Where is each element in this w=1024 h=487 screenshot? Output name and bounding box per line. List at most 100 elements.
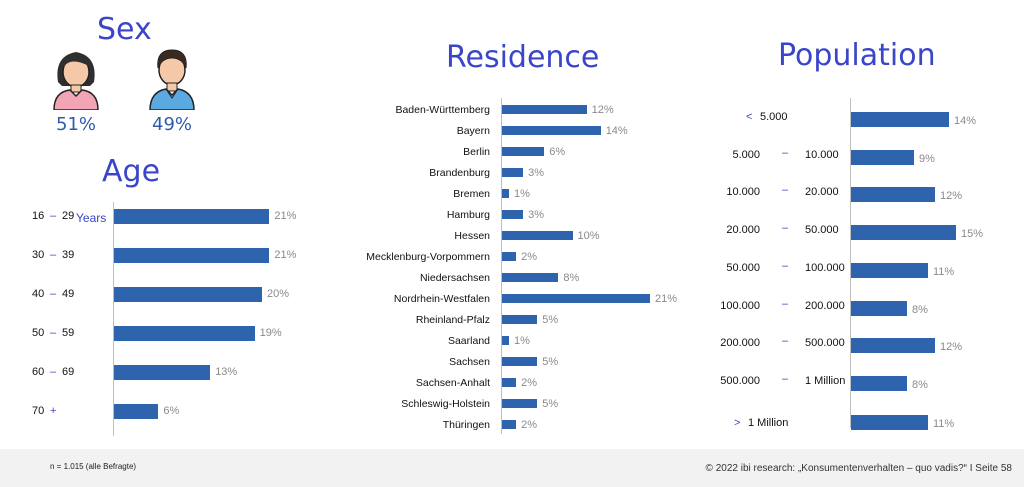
residence-bar	[502, 252, 517, 261]
residence-label: Sachsen-Anhalt	[415, 377, 490, 389]
population-label-start: 5.000	[732, 148, 760, 161]
population-label-greater: >	[734, 416, 741, 429]
age-bar	[114, 404, 159, 419]
residence-label: Rheinland-Pfalz	[415, 314, 490, 326]
residence-value-label: 10%	[577, 230, 600, 242]
population-label-start: 10.000	[726, 186, 760, 199]
residence-label: Berlin	[463, 146, 490, 158]
residence-value-label: 1%	[514, 335, 530, 347]
population-label-start: 500.000	[720, 374, 760, 387]
population-label-separator: –	[782, 297, 789, 310]
residence-label: Hamburg	[446, 209, 490, 221]
residence-bar	[502, 189, 510, 198]
population-value-label: 8%	[912, 378, 928, 391]
residence-label: Bayern	[456, 125, 490, 137]
age-bar	[114, 248, 270, 263]
population-bar	[851, 338, 935, 354]
population-label-end: 500.000	[805, 337, 845, 350]
residence-label: Schleswig-Holstein	[401, 398, 490, 410]
age-label-end: +	[50, 405, 57, 417]
age-label-end: 69	[62, 366, 75, 378]
residence-bar	[502, 105, 587, 114]
age-axis	[113, 202, 114, 436]
residence-value-label: 12%	[591, 104, 614, 116]
population-bar	[851, 262, 928, 278]
population-title: Population	[778, 38, 936, 73]
population-label-end: 100.000	[805, 261, 845, 274]
residence-bar	[502, 315, 538, 324]
residence-value-label: 8%	[563, 272, 580, 284]
residence-value-label: 6%	[549, 146, 566, 158]
age-label-start: 16	[32, 210, 45, 222]
age-label-end: 39	[62, 249, 75, 261]
residence-label: Brandenburg	[429, 167, 490, 179]
population-value-label: 15%	[961, 228, 984, 241]
population-bar	[851, 375, 907, 391]
population-bar	[851, 187, 935, 203]
residence-value-label: 1%	[514, 188, 530, 200]
residence-value-label: 2%	[521, 377, 537, 389]
population-label-end: 1 Million	[805, 374, 846, 387]
age-label-separator: –	[50, 249, 57, 261]
age-label-start: 40	[32, 288, 45, 300]
population-label-start: 20.000	[726, 224, 760, 237]
age-bar	[114, 365, 211, 380]
population-label-end: 200.000	[805, 299, 845, 312]
female-percentage: 51%	[56, 114, 97, 135]
age-years-label: Years	[76, 211, 107, 225]
population-value-label: 11%	[933, 417, 955, 430]
residence-bar	[502, 378, 517, 387]
population-value-label: 12%	[940, 190, 963, 203]
residence-title: Residence	[446, 40, 600, 75]
residence-label: Hessen	[454, 230, 490, 242]
population-bar	[851, 300, 907, 316]
population-label-end: 1 Million	[748, 416, 789, 429]
female-avatar-icon	[53, 52, 99, 110]
population-bar	[851, 414, 928, 430]
age-label-start: 60	[32, 366, 45, 378]
age-label-start: 70	[32, 405, 45, 417]
population-bar	[851, 112, 949, 127]
residence-bar	[502, 273, 559, 282]
residence-bar	[502, 210, 524, 219]
population-label-separator: –	[782, 259, 789, 272]
residence-label: Mecklenburg-Vorpommern	[366, 251, 490, 263]
population-value-label: 9%	[919, 152, 935, 165]
age-label-end: 29	[62, 210, 75, 222]
age-label-separator: –	[50, 327, 57, 339]
residence-value-label: 2%	[521, 251, 537, 263]
age-value-label: 6%	[163, 405, 180, 417]
age-label-start: 50	[32, 327, 45, 339]
male-avatar-icon	[149, 49, 195, 110]
population-label-end: 50.000	[805, 224, 839, 237]
footer-bar: n = 1.015 (alle Befragte) © 2022 ibi res…	[0, 449, 1024, 487]
sample-size-note: n = 1.015 (alle Befragte)	[50, 462, 137, 471]
population-label-start: 50.000	[726, 261, 760, 274]
residence-value-label: 5%	[542, 314, 559, 326]
residence-value-label: 3%	[528, 167, 545, 179]
population-bar	[851, 149, 914, 165]
population-label-less: <	[746, 111, 753, 123]
residence-label: Sachsen	[449, 356, 490, 368]
population-label-end: 5.000	[760, 111, 788, 123]
residence-label: Niedersachsen	[419, 272, 490, 284]
age-label-end: 59	[62, 327, 75, 339]
age-value-label: 21%	[274, 210, 297, 222]
residence-label: Baden-Württemberg	[395, 104, 490, 116]
population-label-end: 20.000	[805, 186, 839, 199]
population-label-separator: –	[782, 372, 789, 385]
population-value-label: 12%	[940, 341, 963, 354]
residence-label: Saarland	[447, 335, 490, 347]
sex-title: Sex	[97, 12, 152, 47]
age-bar	[114, 326, 255, 341]
source-note: © 2022 ibi research: „Konsumentenverhalt…	[705, 463, 1012, 474]
residence-value-label: 5%	[542, 398, 559, 410]
residence-bar	[502, 294, 651, 303]
population-label-separator: –	[782, 146, 789, 159]
residence-bar	[502, 420, 517, 429]
residence-label: Thüringen	[442, 419, 490, 431]
residence-bar	[502, 168, 524, 177]
residence-value-label: 2%	[521, 419, 537, 431]
population-bar	[851, 225, 956, 241]
population-label-end: 10.000	[805, 148, 839, 161]
